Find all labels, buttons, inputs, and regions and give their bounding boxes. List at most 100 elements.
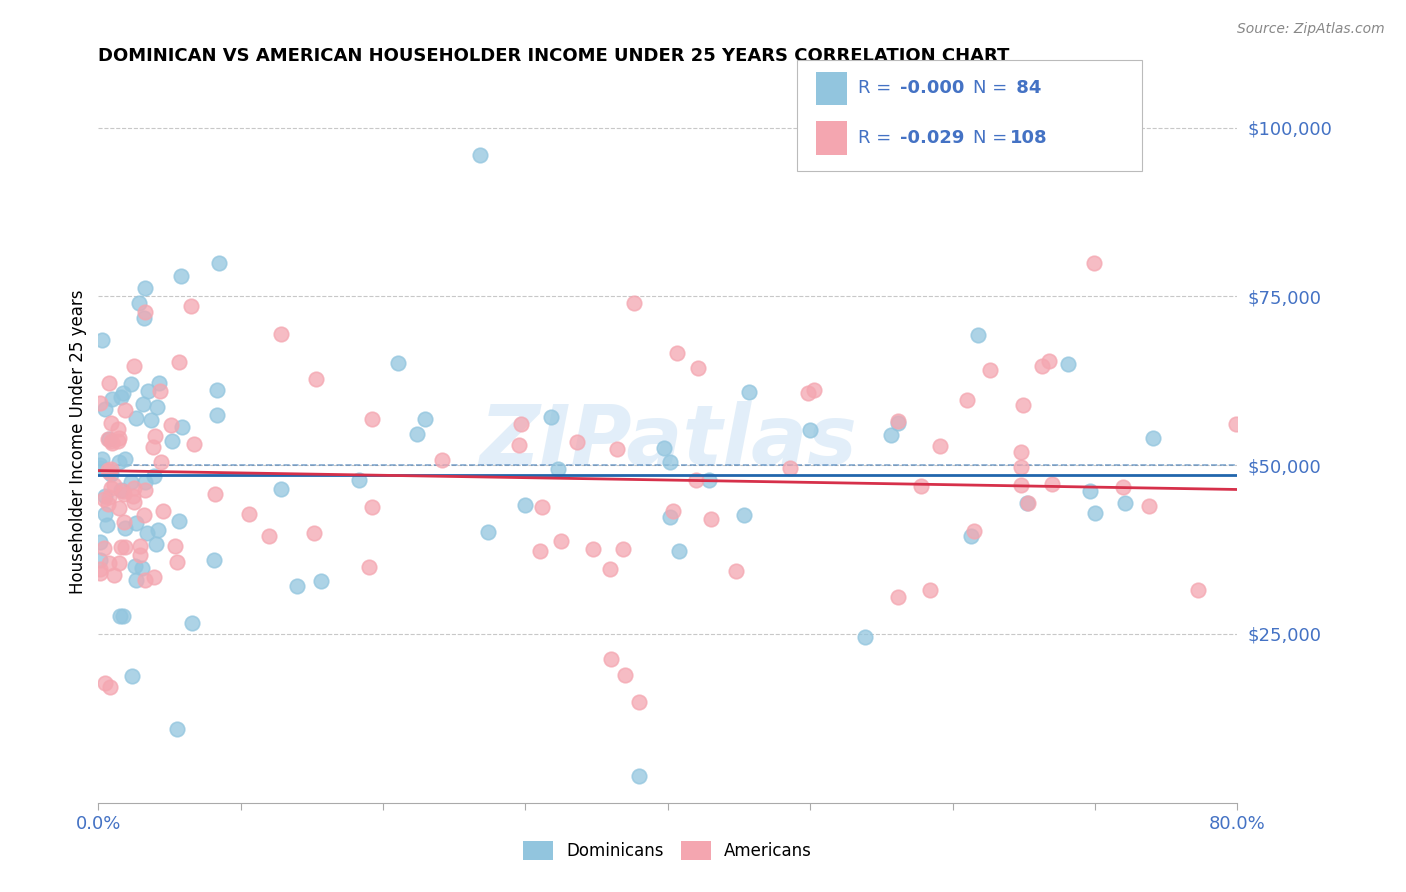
Point: [94, 675, 117, 690]
Point: [125, 516, 148, 530]
Point: [666, 345, 689, 359]
Point: [1114, 495, 1136, 509]
Point: [134, 281, 156, 295]
Point: [257, 529, 280, 543]
Point: [89, 458, 111, 473]
Point: [129, 548, 152, 562]
Point: [1080, 483, 1102, 498]
Point: [136, 526, 159, 541]
Point: [110, 609, 132, 624]
Point: [110, 483, 132, 498]
Point: [89, 561, 111, 575]
Point: [1031, 359, 1053, 373]
Point: [97, 463, 120, 477]
Point: [349, 473, 371, 487]
Point: [89, 566, 111, 581]
Point: [406, 427, 429, 442]
Point: [111, 483, 134, 498]
Point: [114, 403, 136, 417]
Point: [311, 574, 333, 588]
Point: [1012, 398, 1035, 412]
Point: [145, 537, 167, 551]
Text: Source: ZipAtlas.com: Source: ZipAtlas.com: [1237, 22, 1385, 37]
Text: -0.029: -0.029: [900, 128, 965, 146]
Text: DOMINICAN VS AMERICAN HOUSEHOLDER INCOME UNDER 25 YEARS CORRELATION CHART: DOMINICAN VS AMERICAN HOUSEHOLDER INCOME…: [98, 47, 1010, 65]
Point: [94, 507, 117, 521]
Point: [966, 328, 988, 343]
Point: [779, 460, 801, 475]
Point: [887, 414, 910, 428]
Point: [697, 473, 720, 487]
Point: [108, 500, 131, 515]
Point: [600, 652, 623, 666]
Point: [1083, 256, 1105, 270]
Point: [550, 533, 572, 548]
Point: [110, 540, 132, 554]
Point: [540, 410, 562, 425]
Point: [103, 568, 125, 582]
Point: [1142, 432, 1164, 446]
Point: [134, 311, 156, 326]
Point: [94, 489, 117, 503]
Point: [91, 452, 114, 467]
Text: 108: 108: [1010, 128, 1047, 146]
Point: [143, 469, 166, 483]
Point: [107, 556, 129, 570]
Text: R =: R =: [858, 128, 897, 146]
Point: [170, 269, 193, 284]
Point: [628, 769, 651, 783]
Point: [960, 529, 983, 543]
Point: [112, 516, 135, 530]
Point: [582, 541, 605, 556]
Legend: Dominicans, Americans: Dominicans, Americans: [517, 834, 818, 867]
Point: [114, 540, 136, 554]
Point: [430, 453, 453, 467]
Point: [112, 385, 135, 400]
Point: [612, 542, 634, 557]
Point: [685, 473, 707, 487]
Point: [180, 299, 202, 313]
Point: [1083, 506, 1105, 520]
Point: [114, 452, 136, 467]
Point: [628, 694, 651, 708]
Point: [614, 667, 637, 681]
Point: [305, 372, 328, 386]
Point: [170, 420, 193, 434]
Point: [122, 359, 145, 373]
Point: [565, 435, 588, 450]
Point: [887, 416, 910, 430]
Point: [606, 442, 628, 456]
Point: [149, 384, 172, 398]
Point: [853, 630, 876, 644]
Point: [910, 479, 932, 493]
Point: [160, 434, 183, 448]
Point: [100, 481, 122, 495]
Point: [803, 384, 825, 398]
Point: [599, 562, 621, 576]
Point: [146, 400, 169, 414]
Point: [510, 417, 533, 431]
Point: [204, 486, 226, 500]
Point: [928, 439, 950, 453]
Point: [880, 428, 903, 442]
Point: [107, 431, 129, 445]
Point: [89, 535, 111, 549]
Y-axis label: Householder Income Under 25 years: Householder Income Under 25 years: [69, 289, 87, 594]
Point: [101, 392, 124, 406]
Point: [129, 539, 152, 553]
Point: [529, 543, 551, 558]
Point: [152, 504, 174, 518]
Point: [89, 461, 111, 475]
Point: [139, 413, 162, 427]
Point: [124, 559, 146, 574]
Point: [91, 333, 114, 347]
Point: [125, 411, 148, 425]
Point: [96, 518, 118, 533]
Point: [1010, 459, 1032, 474]
Point: [654, 441, 676, 455]
Point: [120, 475, 142, 489]
Point: [918, 582, 941, 597]
Point: [887, 590, 910, 604]
Point: [183, 437, 205, 451]
Point: [110, 390, 132, 404]
